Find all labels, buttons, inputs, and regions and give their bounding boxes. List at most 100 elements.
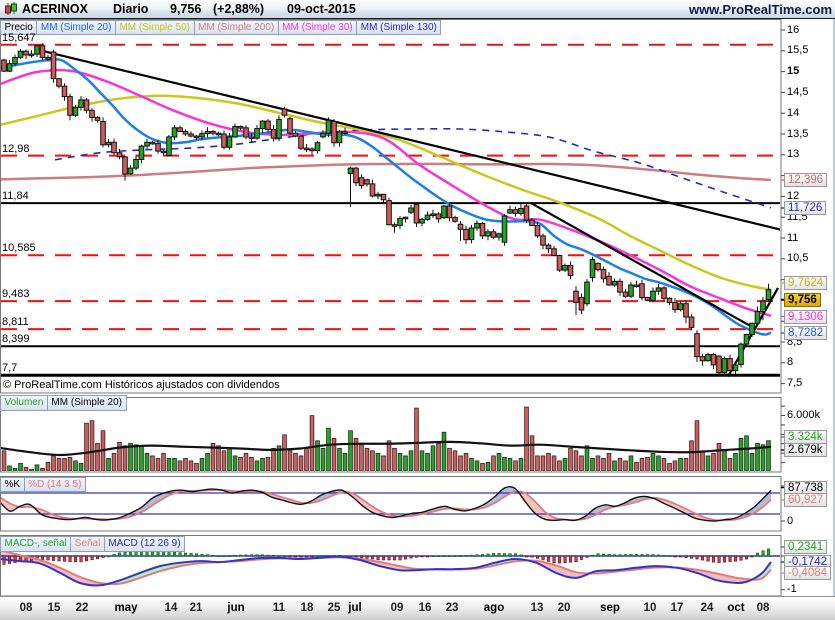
volume-bar-135[interactable] — [744, 435, 749, 471]
volume-bar-111[interactable] — [612, 460, 617, 471]
volume-bar-119[interactable] — [656, 455, 661, 471]
candle-132[interactable] — [727, 354, 733, 375]
candle-14[interactable] — [78, 96, 84, 111]
price-legend-item-0[interactable]: Precio — [0, 19, 38, 35]
candle-66[interactable] — [364, 178, 370, 187]
candle-43[interactable] — [237, 125, 244, 131]
candle-61[interactable] — [336, 130, 343, 147]
candle-115[interactable] — [633, 280, 640, 288]
volume-bar-118[interactable] — [650, 453, 656, 471]
volume-bar-49[interactable] — [271, 447, 276, 471]
candle-1[interactable] — [6, 60, 13, 73]
candle-136[interactable] — [749, 322, 755, 337]
volume-bar-63[interactable] — [348, 430, 353, 471]
candle-118[interactable] — [650, 287, 656, 303]
volume-bar-137[interactable] — [755, 442, 760, 471]
candle-67[interactable] — [369, 179, 376, 198]
time-axis-label-21[interactable]: 21 — [189, 602, 203, 614]
macd-pane[interactable] — [0, 548, 780, 587]
volume-bar-32[interactable] — [177, 460, 183, 471]
time-axis-label-08[interactable]: 08 — [19, 602, 33, 614]
volume-bar-48[interactable] — [265, 457, 271, 471]
volume-bar-109[interactable] — [601, 458, 606, 471]
volume-bar-7[interactable] — [40, 468, 45, 471]
candle-105[interactable] — [578, 293, 585, 315]
volume-bar-139[interactable] — [766, 440, 771, 471]
price-legend-item-3[interactable]: MM (Simple 200) — [194, 19, 279, 35]
volume-bar-25[interactable] — [139, 445, 144, 471]
volume-bar-107[interactable] — [590, 458, 595, 471]
candle-138[interactable] — [760, 297, 766, 321]
volume-bar-35[interactable] — [194, 463, 199, 471]
time-axis-label-11[interactable]: 11 — [272, 602, 286, 614]
volume-bar-116[interactable] — [639, 458, 645, 471]
candle-109[interactable] — [600, 266, 607, 283]
ma-mm50[interactable] — [0, 94, 772, 291]
volume-bar-13[interactable] — [73, 460, 78, 471]
candle-114[interactable] — [628, 282, 634, 299]
candle-49[interactable] — [270, 125, 277, 142]
time-axis-label-16[interactable]: 16 — [418, 602, 432, 614]
volume-bar-123[interactable] — [678, 458, 683, 471]
volume-bar-58[interactable] — [320, 447, 326, 471]
volume-bar-44[interactable] — [243, 453, 249, 471]
volume-bar-80[interactable] — [441, 431, 447, 471]
macd-legend-item-2[interactable]: MACD (12 26 9) — [104, 536, 186, 552]
candle-41[interactable] — [226, 133, 233, 150]
volume-bar-31[interactable] — [172, 458, 177, 471]
volume-bar-113[interactable] — [623, 460, 628, 471]
price-axis-label-15[interactable]: 15 — [787, 65, 800, 78]
candle-84[interactable] — [463, 225, 469, 244]
volume-bar-126[interactable] — [694, 420, 700, 471]
candle-96[interactable] — [529, 218, 535, 227]
volume-bar-72[interactable] — [397, 453, 403, 471]
candle-53[interactable] — [292, 130, 299, 138]
candle-83[interactable] — [457, 221, 464, 241]
price-legend-item-2[interactable]: MM (Simple 50) — [115, 19, 195, 35]
time-axis-label-17[interactable]: 17 — [670, 602, 684, 614]
time-axis-label-24[interactable]: 24 — [700, 602, 714, 614]
candle-30[interactable] — [166, 135, 172, 157]
volume-bar-24[interactable] — [133, 444, 139, 471]
volume-bar-96[interactable] — [529, 435, 535, 471]
candle-76[interactable] — [419, 217, 425, 227]
time-axis-label-08[interactable]: 08 — [756, 602, 770, 614]
candle-72[interactable] — [397, 216, 403, 230]
candle-104[interactable] — [573, 286, 579, 315]
time-axis-label-15[interactable]: 15 — [47, 602, 61, 614]
volume-bar-11[interactable] — [62, 458, 67, 471]
trendline-1[interactable] — [530, 202, 757, 331]
candle-98[interactable] — [540, 233, 546, 250]
candle-127[interactable] — [699, 353, 706, 366]
volume-legend-item-1[interactable]: MM (Simple 20) — [47, 395, 127, 411]
volume-bar-76[interactable] — [419, 450, 425, 471]
volume-bar-125[interactable] — [689, 440, 694, 471]
candle-89[interactable] — [490, 229, 497, 239]
volume-bar-55[interactable] — [304, 447, 309, 471]
candle-46[interactable] — [254, 125, 260, 140]
candle-42[interactable] — [232, 123, 238, 138]
candle-90[interactable] — [496, 232, 502, 241]
macd-legend-item-0[interactable]: MACD-, señal — [0, 536, 72, 552]
volume-bar-88[interactable] — [485, 462, 491, 471]
volume-bar-73[interactable] — [403, 455, 408, 471]
time-axis-label-10[interactable]: 10 — [643, 602, 657, 614]
stoch-axis-label-0[interactable]: 0 — [787, 514, 794, 527]
stoch-k-line[interactable] — [0, 486, 772, 522]
candle-34[interactable] — [188, 131, 194, 138]
stoch-legend-item-0[interactable]: %K — [0, 476, 25, 492]
volume-bar-78[interactable] — [430, 445, 436, 471]
volume-bar-97[interactable] — [535, 455, 540, 471]
volume-pane[interactable] — [0, 406, 772, 471]
stoch-legend-item-1[interactable]: %D (14 3 5) — [24, 476, 86, 492]
volume-bar-114[interactable] — [628, 455, 634, 471]
candle-38[interactable] — [210, 130, 216, 136]
candle-37[interactable] — [204, 127, 211, 138]
candle-75[interactable] — [413, 202, 420, 228]
candle-9[interactable] — [50, 49, 57, 83]
time-axis-label-13[interactable]: 13 — [530, 602, 544, 614]
volume-bar-5[interactable] — [29, 469, 34, 471]
candle-58[interactable] — [320, 130, 326, 139]
candle-24[interactable] — [133, 155, 139, 171]
volume-bar-87[interactable] — [480, 463, 485, 471]
